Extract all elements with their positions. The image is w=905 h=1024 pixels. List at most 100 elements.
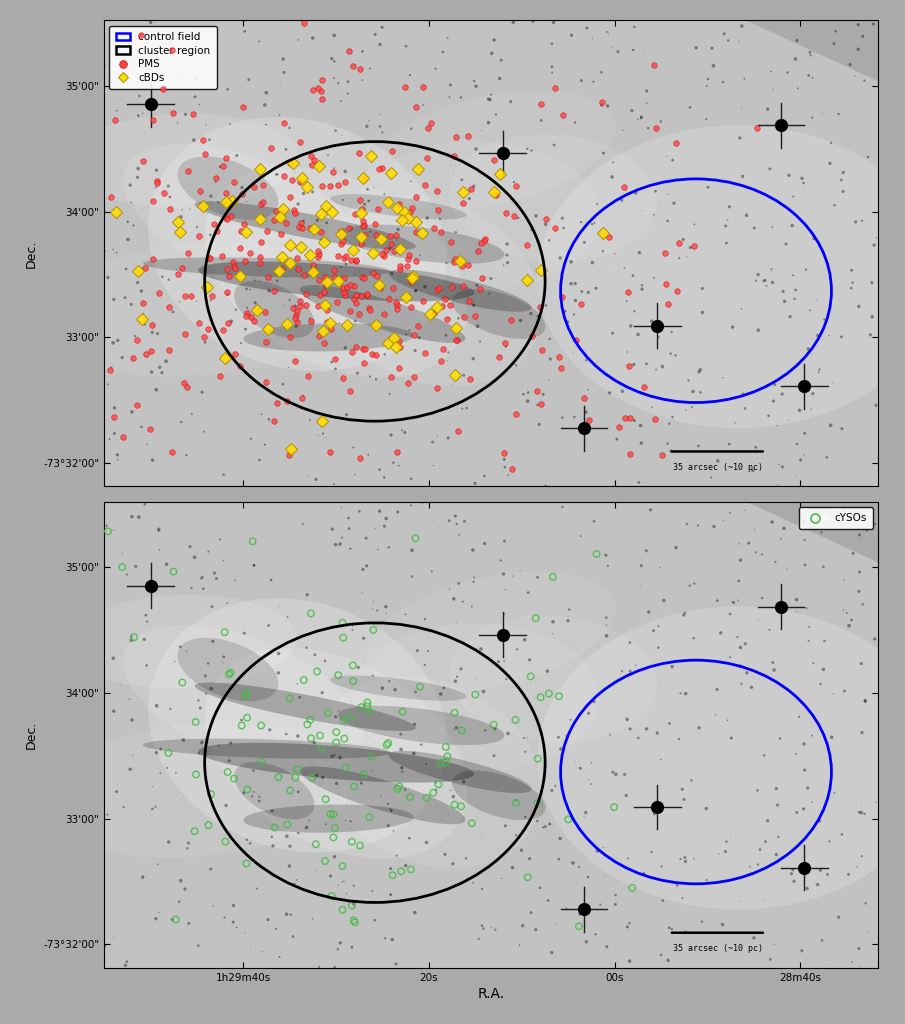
Point	[650, 799, 664, 815]
Ellipse shape	[538, 125, 905, 428]
Point	[383, 241, 397, 257]
Point	[239, 855, 253, 871]
Point	[675, 890, 690, 906]
Point	[149, 175, 164, 191]
Point	[610, 190, 624, 207]
Point	[388, 294, 403, 310]
Point	[561, 612, 576, 629]
Point	[563, 712, 577, 728]
Ellipse shape	[66, 595, 297, 688]
Point	[123, 177, 138, 194]
Point	[344, 221, 358, 238]
Point	[461, 128, 475, 144]
Point	[805, 794, 819, 810]
Point	[391, 199, 405, 215]
Point	[305, 183, 319, 200]
Point	[712, 846, 727, 862]
Point	[335, 858, 349, 874]
Point	[376, 680, 390, 696]
Point	[386, 280, 401, 296]
Point	[146, 452, 160, 468]
Point	[357, 355, 372, 372]
Point	[631, 112, 645, 128]
Point	[354, 775, 368, 792]
Point	[477, 468, 491, 484]
Point	[639, 543, 653, 559]
Point	[503, 311, 518, 328]
Point	[827, 197, 842, 213]
Point	[356, 170, 370, 186]
Point	[641, 120, 655, 136]
Point	[283, 906, 298, 923]
Point	[748, 544, 763, 560]
Point	[555, 210, 569, 226]
Point	[143, 420, 157, 436]
Point	[846, 506, 861, 522]
Point	[812, 364, 826, 380]
Point	[252, 793, 266, 809]
Point	[391, 221, 405, 238]
Point	[767, 936, 782, 952]
Point	[769, 846, 784, 862]
Point	[109, 72, 123, 88]
Point	[417, 344, 432, 360]
Point	[102, 431, 117, 447]
Point	[520, 271, 535, 288]
Point	[333, 536, 348, 552]
Point	[661, 296, 675, 312]
Point	[338, 173, 352, 189]
Point	[216, 467, 231, 483]
Point	[357, 630, 371, 646]
Point	[357, 197, 372, 213]
Point	[281, 392, 295, 409]
Point	[306, 256, 320, 272]
Point	[436, 680, 451, 696]
Point	[681, 373, 696, 389]
Point	[384, 369, 398, 385]
Point	[713, 625, 728, 641]
Point	[662, 416, 677, 432]
Point	[392, 778, 406, 795]
Point	[437, 291, 452, 307]
Point	[353, 205, 367, 221]
Point	[495, 627, 510, 643]
Point	[654, 946, 669, 963]
Point	[707, 518, 721, 535]
Point	[646, 57, 661, 74]
Point	[605, 169, 619, 185]
Point	[311, 158, 326, 174]
Point	[124, 195, 138, 211]
Point	[362, 300, 376, 316]
Point	[464, 598, 479, 614]
Point	[378, 930, 393, 946]
Point	[792, 709, 806, 725]
Point	[110, 332, 125, 348]
Point	[531, 308, 546, 325]
Point	[682, 99, 697, 116]
Point	[151, 522, 166, 539]
Point	[269, 203, 283, 219]
Point	[120, 214, 135, 230]
Point	[497, 444, 511, 461]
Point	[320, 314, 335, 331]
Point	[497, 853, 511, 869]
Point	[349, 253, 364, 269]
Point	[318, 297, 332, 313]
Point	[368, 371, 383, 387]
Point	[189, 71, 204, 87]
Point	[234, 718, 249, 734]
Point	[347, 878, 361, 894]
Point	[139, 613, 154, 630]
Point	[514, 842, 529, 858]
Point	[119, 953, 134, 970]
Y-axis label: Dec.: Dec.	[24, 240, 37, 267]
Point	[333, 93, 348, 110]
Point	[447, 131, 462, 147]
Point	[786, 873, 801, 890]
Point	[292, 689, 307, 706]
Point	[867, 237, 881, 253]
Point	[471, 243, 485, 259]
Point	[389, 301, 404, 317]
Point	[748, 439, 763, 456]
Point	[834, 172, 849, 188]
